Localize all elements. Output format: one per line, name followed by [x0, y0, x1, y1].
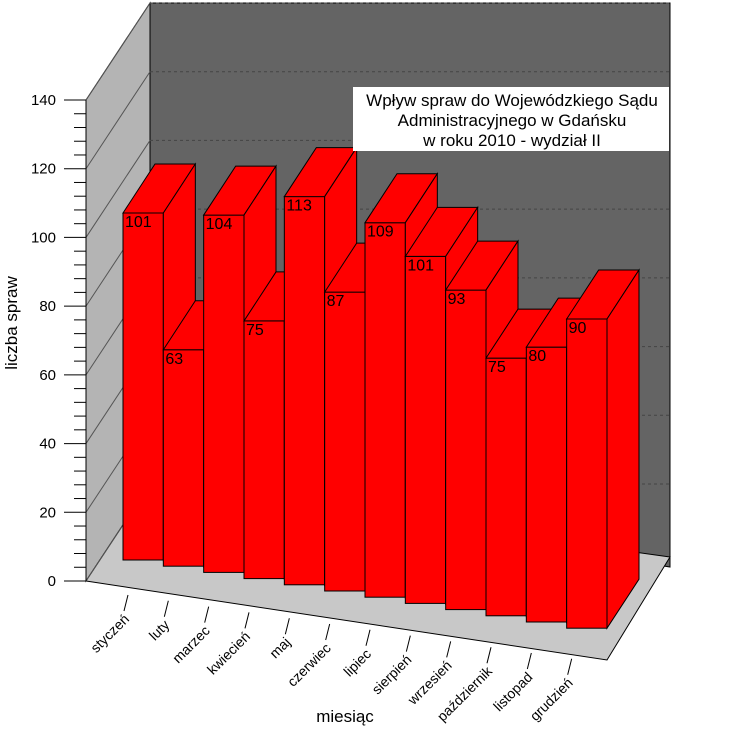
y-axis-title: liczba spraw [2, 276, 21, 370]
bar-value-label: 109 [367, 224, 394, 241]
x-tick-label: sierpień [368, 651, 414, 697]
bar-front [364, 222, 406, 598]
bar-value-label: 63 [165, 351, 183, 368]
bar-side [606, 268, 640, 630]
bars: 101 63 104 75 113 87 109 101 93 75 80 90 [122, 145, 640, 630]
x-tick-label: kwiecień [204, 628, 253, 677]
x-tick [123, 594, 129, 612]
x-axis-title: miesiąc [316, 707, 374, 726]
x-tick-label: grudzień [527, 675, 576, 724]
y-tick-label: 40 [39, 436, 56, 453]
x-tick [244, 612, 250, 629]
bar-front [283, 196, 326, 586]
y-tick-label: 140 [31, 92, 56, 109]
x-tick-label: listopad [490, 669, 535, 714]
bar-front [324, 291, 366, 592]
bar-value-label: 75 [246, 322, 264, 339]
gridline-side [85, 71, 151, 169]
x-tick [567, 658, 573, 675]
x-tick [284, 618, 290, 635]
gridline-side [85, 2, 151, 101]
y-tick-label: 0 [48, 573, 56, 590]
chart-title-line-2: Administracyjnego w Gdańsku [398, 111, 627, 130]
x-tick [526, 652, 532, 670]
y-tick-label: 100 [31, 229, 56, 246]
x-tick-label: styczeń [87, 611, 132, 656]
bar-front [122, 212, 164, 561]
x-tick [365, 629, 371, 646]
y-axis: 0 20 40 60 80 100 120 140 [31, 92, 87, 590]
bar-front [404, 255, 447, 604]
bar-front [525, 346, 568, 623]
bar-value-label: 104 [206, 216, 233, 233]
y-tick-label: 80 [39, 298, 56, 315]
chart-title-line-3: w roku 2010 - wydział II [422, 131, 601, 150]
bar-value-label: 80 [528, 348, 546, 365]
bar-value-label: 90 [569, 320, 587, 337]
x-tick [325, 623, 331, 641]
bar-front [243, 320, 285, 580]
bar-front [485, 357, 527, 617]
gridline-side [85, 140, 151, 238]
bar-front [445, 289, 487, 611]
x-tick-label: lipiec [340, 646, 374, 680]
x-tick-label: marzec [169, 622, 213, 666]
x-tick-label: maj [266, 634, 293, 661]
x-tick [486, 647, 492, 664]
y-tick-label: 120 [31, 161, 56, 178]
bar-front [566, 318, 608, 629]
bar-value-label: 101 [407, 257, 434, 274]
bar-value-label: 113 [286, 198, 312, 215]
bar-value-label: 87 [327, 293, 345, 310]
x-tick [405, 635, 411, 652]
bar-value-label: 93 [448, 291, 466, 308]
x-tick [446, 641, 452, 658]
bar: 90 [565, 268, 640, 630]
bar-value-label: 75 [488, 359, 506, 376]
bar-front [203, 214, 245, 573]
bar-front [162, 349, 205, 567]
y-tick-label: 60 [39, 367, 56, 384]
bar-value-label: 101 [125, 214, 152, 231]
x-tick [204, 606, 210, 623]
chart-title-line-1: Wpływ spraw do Wojewódzkiego Sądu [366, 91, 658, 110]
chart-title-box: Wpływ spraw do Wojewódzkiego Sądu Admini… [353, 87, 669, 151]
x-tick-label: luty [146, 617, 173, 644]
x-tick [163, 600, 169, 617]
y-tick-label: 20 [39, 504, 56, 521]
